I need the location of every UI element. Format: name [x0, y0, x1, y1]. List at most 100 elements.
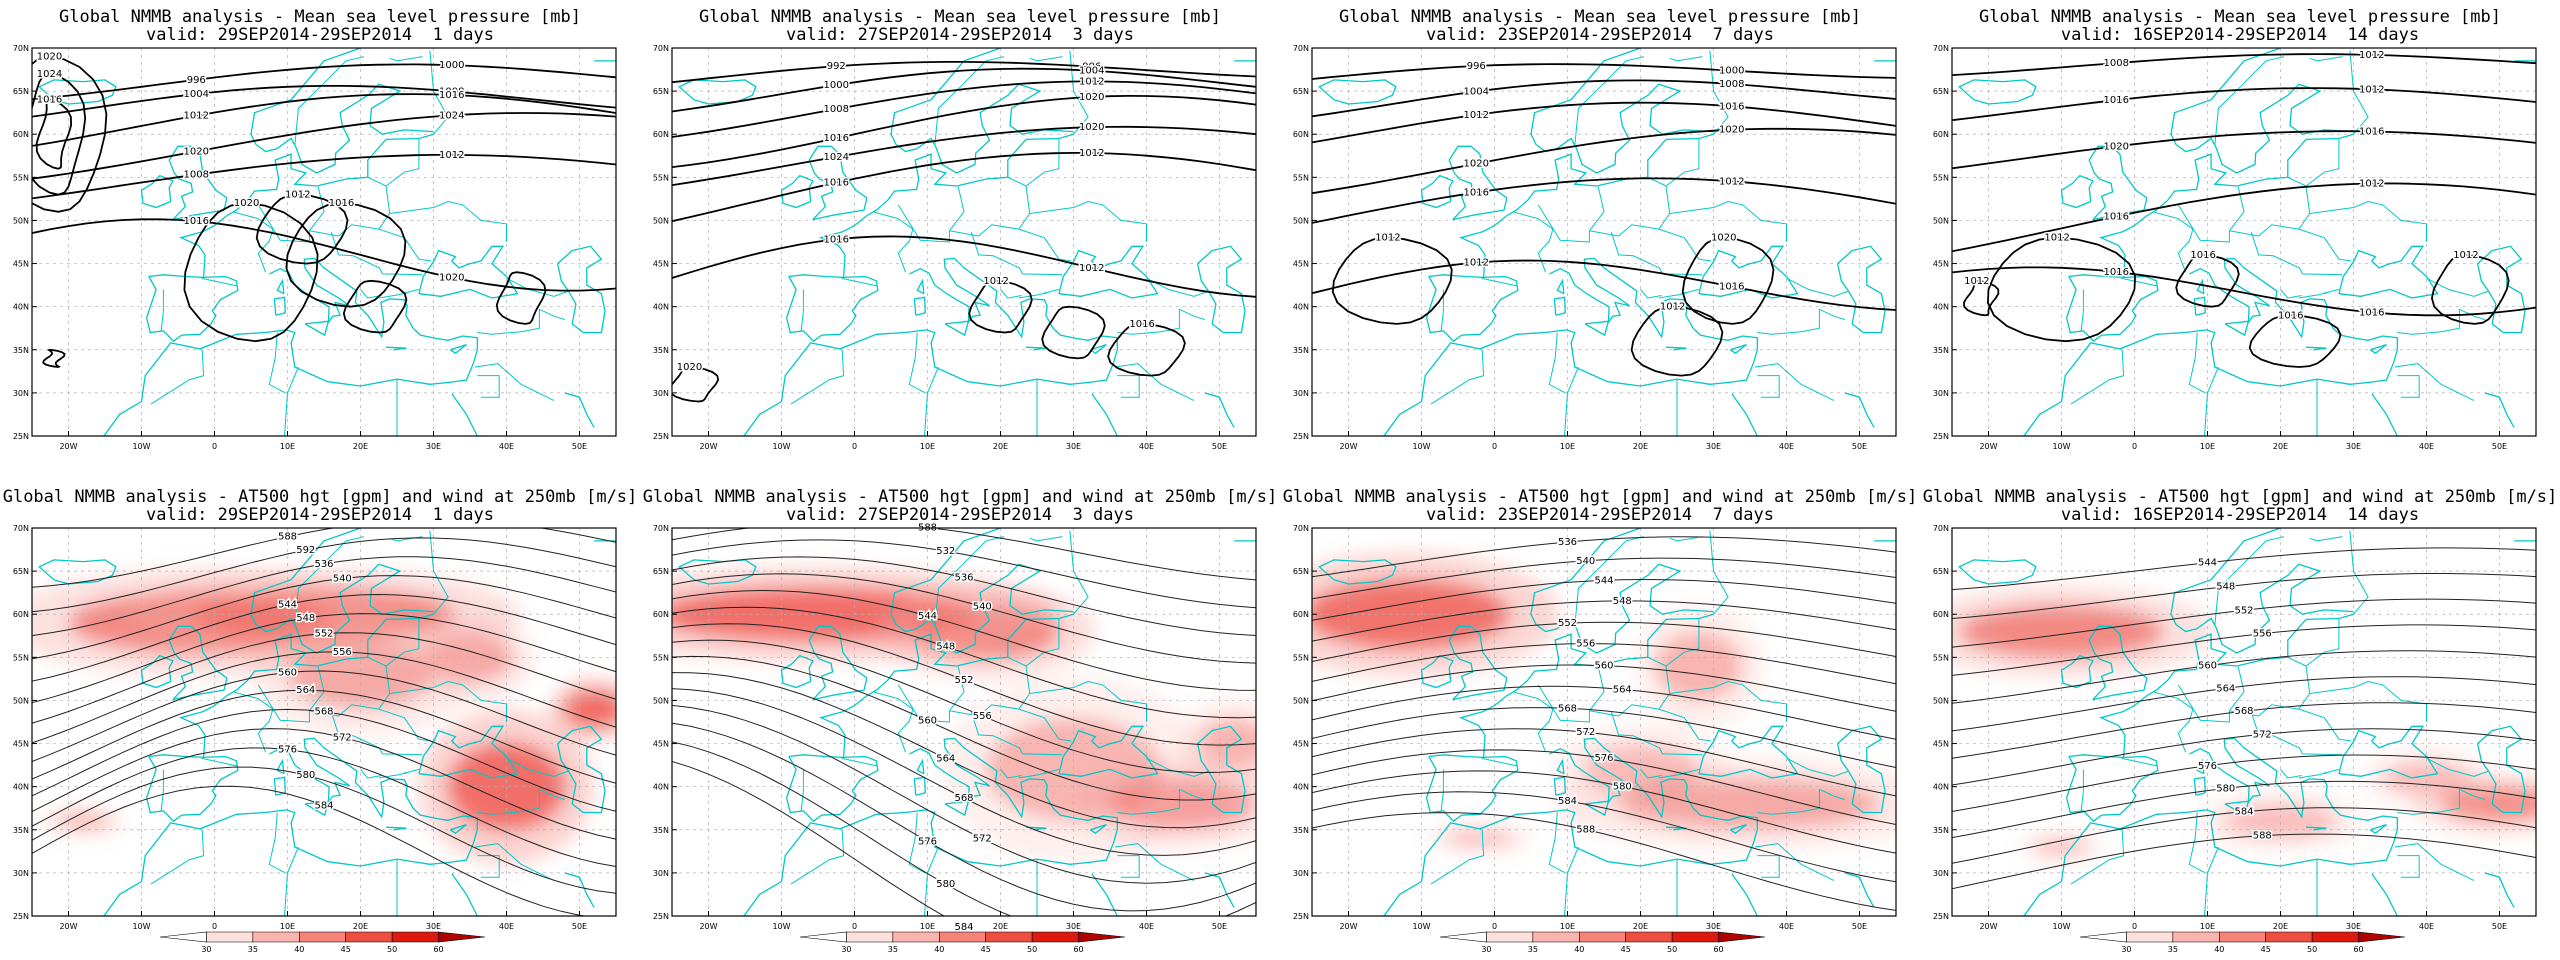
- country-border: [1146, 277, 1209, 297]
- contour-label: 576: [2198, 761, 2217, 772]
- lat-tick-label: 45N: [1933, 260, 1949, 269]
- coastline: [743, 257, 1118, 436]
- coastline: [1420, 174, 1454, 209]
- coastline: [276, 758, 285, 775]
- mslp-panel: 996 1000 1004 1008 1012 1016 1020 1020 1016 1012 1…: [1280, 0, 1920, 480]
- lat-tick-label: 40N: [13, 303, 29, 312]
- contour-label: 1020: [677, 362, 702, 373]
- lon-tick-label: 50E: [1212, 442, 1227, 451]
- colorbar-swatch: [206, 931, 254, 943]
- lon-tick-label: 10W: [132, 922, 150, 931]
- coastline: [250, 528, 434, 654]
- isobar: [342, 279, 408, 334]
- country-border: [2323, 291, 2327, 295]
- coastline: [451, 873, 489, 916]
- height-contour: [672, 639, 1256, 774]
- coastline: [1058, 245, 1159, 299]
- country-border: [2214, 56, 2285, 146]
- lon-tick-label: 20W: [1339, 922, 1357, 931]
- lon-tick-label: 40E: [1139, 442, 1154, 451]
- contour-label: 1012: [2044, 233, 2069, 244]
- lon-tick-label: 20W: [59, 442, 77, 451]
- lat-tick-label: 60N: [1293, 130, 1309, 139]
- map-plot: 544 548 552 556 560 564 568 572 576 580 584 588 70N 6…: [1933, 524, 2537, 954]
- coastline: [1874, 540, 1896, 542]
- contour-label: 1016: [2104, 267, 2129, 278]
- coastline: [2098, 133, 2354, 278]
- coastline: [2189, 737, 2270, 805]
- colorbar-swatch: [438, 931, 486, 943]
- contour-label: 572: [333, 732, 352, 743]
- panel-valid-period: valid: 29SEP2014-29SEP2014 1 days: [146, 25, 494, 45]
- coastline: [916, 278, 925, 295]
- height-contour: [1312, 578, 1896, 621]
- contour-label: 576: [918, 836, 937, 847]
- country-border: [1000, 289, 1022, 299]
- country-border: [150, 829, 205, 885]
- contour-label: 1012: [1375, 233, 1400, 244]
- colorbar-tick-label: 45: [341, 945, 351, 954]
- coastline: [1731, 873, 1769, 916]
- lat-tick-label: 35N: [653, 346, 669, 355]
- lat-tick-label: 70N: [653, 44, 669, 53]
- isobar: [32, 112, 616, 180]
- contour-label: 1004: [1079, 66, 1104, 77]
- contour-label: 1012: [983, 276, 1008, 287]
- coastline: [2065, 274, 2159, 343]
- isobar: [32, 154, 616, 200]
- lon-tick-label: 50E: [1852, 442, 1867, 451]
- coastline: [2476, 725, 2526, 814]
- contour-label: 588: [2253, 831, 2272, 842]
- country-border: [475, 843, 555, 882]
- lat-tick-label: 55N: [1293, 653, 1309, 662]
- height-contour: [1952, 598, 2536, 648]
- country-border: [1117, 789, 1180, 815]
- lon-tick-label: 40E: [2419, 922, 2434, 931]
- lon-tick-label: 20E: [993, 442, 1008, 451]
- contour-label: 1016: [2104, 95, 2129, 106]
- contour-label: 1000: [1719, 66, 1744, 77]
- contour-label: 1008: [2104, 58, 2129, 69]
- country-border: [1610, 711, 1703, 756]
- country-border: [1574, 56, 1645, 146]
- coastline: [418, 245, 519, 299]
- jet-halo: [1425, 822, 1535, 854]
- lat-tick-label: 40N: [1293, 783, 1309, 792]
- country-border: [2395, 363, 2475, 402]
- country-border: [1548, 332, 1566, 394]
- lon-tick-label: 0: [852, 442, 857, 451]
- contour-label: 568: [1558, 703, 1577, 714]
- isobar: [1312, 177, 1896, 224]
- country-border: [2188, 812, 2206, 874]
- country-border: [2080, 769, 2084, 811]
- contour-label: 1016: [184, 216, 209, 227]
- height-contour: [1952, 780, 2536, 839]
- country-border: [2250, 231, 2343, 276]
- height-contour: [672, 573, 1256, 664]
- lat-tick-label: 40N: [13, 783, 29, 792]
- colorbar-tick-label: 30: [1481, 945, 1491, 954]
- lon-tick-label: 10E: [280, 442, 295, 451]
- lat-tick-label: 70N: [1293, 44, 1309, 53]
- lat-tick-label: 45N: [1293, 260, 1309, 269]
- lat-tick-label: 25N: [653, 912, 669, 921]
- country-border: [800, 289, 804, 331]
- jet-halo: [876, 584, 1096, 679]
- isobar: [32, 72, 87, 196]
- lon-tick-label: 10W: [772, 922, 790, 931]
- height-contour: [32, 537, 616, 613]
- lon-tick-label: 20W: [1979, 442, 1997, 451]
- colorbar-tick-label: 50: [387, 945, 397, 954]
- contour-label: 1012: [439, 150, 464, 161]
- country-border: [1025, 138, 1060, 187]
- coastline: [678, 559, 757, 585]
- lat-tick-label: 40N: [653, 303, 669, 312]
- coastline: [1874, 60, 1896, 62]
- coastline: [451, 393, 489, 436]
- colorbar-swatch: [391, 931, 439, 943]
- contour-label: 584: [1558, 796, 1577, 807]
- coastline: [2023, 737, 2398, 916]
- lat-tick-label: 40N: [1293, 303, 1309, 312]
- country-border: [1669, 56, 1703, 62]
- contour-label: 1016: [824, 234, 849, 245]
